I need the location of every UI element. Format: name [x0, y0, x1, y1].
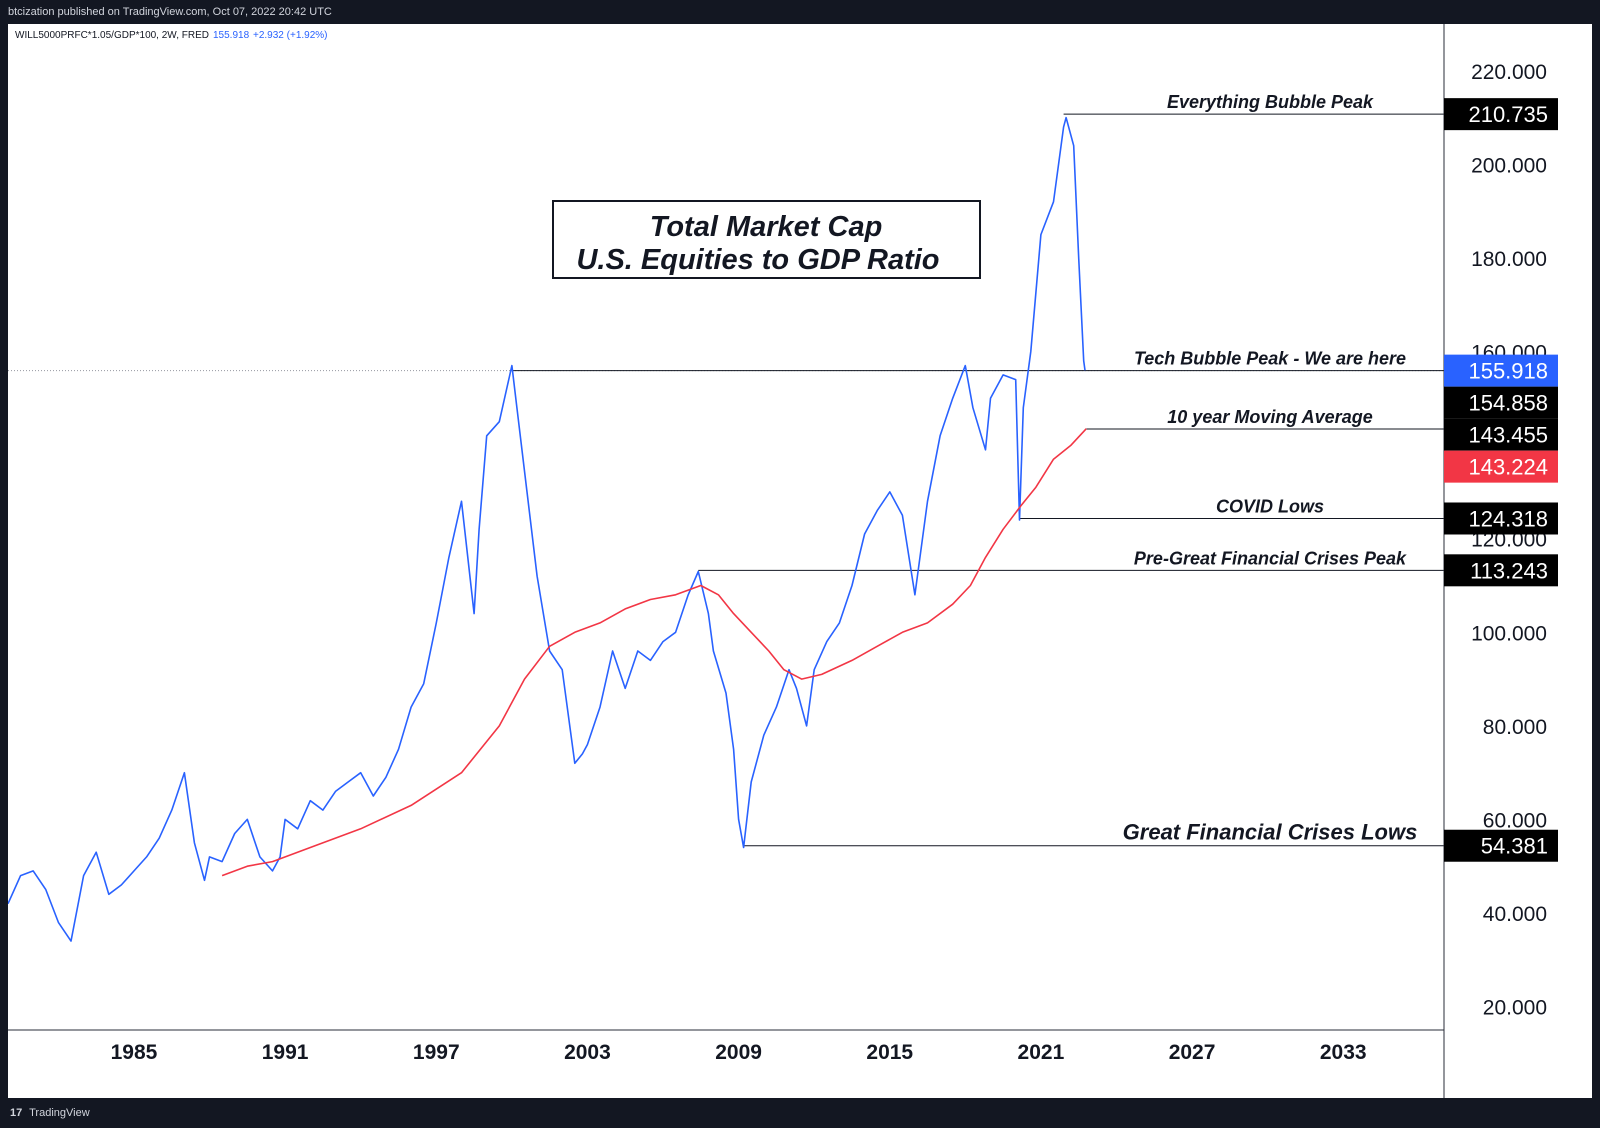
- tradingview-logo-icon: 17: [10, 1107, 23, 1119]
- price-label-box: [1444, 829, 1558, 862]
- publisher-header: btcization published on TradingView.com,…: [0, 0, 1600, 24]
- x-tick-label: 1997: [413, 1041, 460, 1064]
- price-label: 143.224: [1468, 455, 1548, 480]
- x-tick-label: 2033: [1320, 1041, 1367, 1064]
- y-tick-label: 20.000: [1483, 997, 1547, 1020]
- chart-panel[interactable]: Everything Bubble Peak Tech Bubble Peak -…: [7, 24, 1592, 1098]
- legend-last-value: 155.918: [213, 30, 250, 41]
- chart-svg[interactable]: Everything Bubble Peak Tech Bubble Peak -…: [7, 24, 1592, 1098]
- price-label-box: [1444, 554, 1558, 587]
- x-tick-label: 2021: [1018, 1041, 1065, 1064]
- chart-title: Total Market Cap: [650, 211, 883, 243]
- price-label-box: [1444, 502, 1558, 535]
- price-label: 210.735: [1468, 102, 1548, 127]
- annotation-label: COVID Lows: [1216, 496, 1324, 516]
- footer-brand: TradingView: [29, 1107, 90, 1119]
- price-label: 154.858: [1468, 391, 1548, 416]
- price-label-box: [1444, 354, 1558, 387]
- price-label-box: [1444, 418, 1558, 451]
- price-label-box: [1444, 450, 1558, 483]
- moving-average-line: [221, 428, 1087, 877]
- x-tick-label: 2009: [715, 1041, 762, 1064]
- price-label: 143.455: [1468, 423, 1548, 448]
- x-tick-label: 2027: [1169, 1041, 1216, 1064]
- legend-change: +2.932 (+1.92%): [253, 30, 328, 41]
- x-tick-label: 2003: [564, 1041, 611, 1064]
- price-label: 54.381: [1481, 834, 1548, 859]
- annotation-label: 10 year Moving Average: [1167, 407, 1372, 427]
- annotation-label: Everything Bubble Peak: [1167, 92, 1374, 112]
- chart-subtitle: U.S. Equities to GDP Ratio: [576, 244, 939, 276]
- y-tick-label: 220.000: [1471, 61, 1547, 84]
- price-label: 155.918: [1468, 359, 1548, 384]
- price-label: 124.318: [1468, 506, 1548, 531]
- legend-symbol[interactable]: WILL5000PRFC*1.05/GDP*100, 2W, FRED: [15, 30, 209, 41]
- y-tick-label: 40.000: [1483, 903, 1547, 926]
- y-tick-label: 200.000: [1471, 154, 1547, 177]
- ratio-series-line: [7, 116, 1086, 942]
- x-tick-label: 1985: [111, 1041, 158, 1064]
- annotation-label: Tech Bubble Peak - We are here: [1134, 349, 1406, 369]
- footer: 17 TradingView: [0, 1098, 1600, 1128]
- price-label-box: [1444, 386, 1558, 419]
- title-box: [552, 200, 981, 279]
- annotation-label: Great Financial Crises Lows: [1123, 820, 1418, 845]
- publisher-text: btcization published on TradingView.com,…: [8, 6, 332, 18]
- price-label-box: [1444, 98, 1558, 131]
- x-tick-label: 1991: [262, 1041, 309, 1064]
- x-tick-label: 2015: [866, 1041, 913, 1064]
- y-tick-label: 100.000: [1471, 622, 1547, 645]
- price-label: 113.243: [1470, 558, 1548, 583]
- y-tick-label: 180.000: [1471, 248, 1547, 271]
- y-tick-label: 80.000: [1483, 716, 1547, 739]
- annotation-label: Pre-Great Financial Crises Peak: [1134, 548, 1407, 568]
- y-tick-label: 60.000: [1483, 809, 1547, 832]
